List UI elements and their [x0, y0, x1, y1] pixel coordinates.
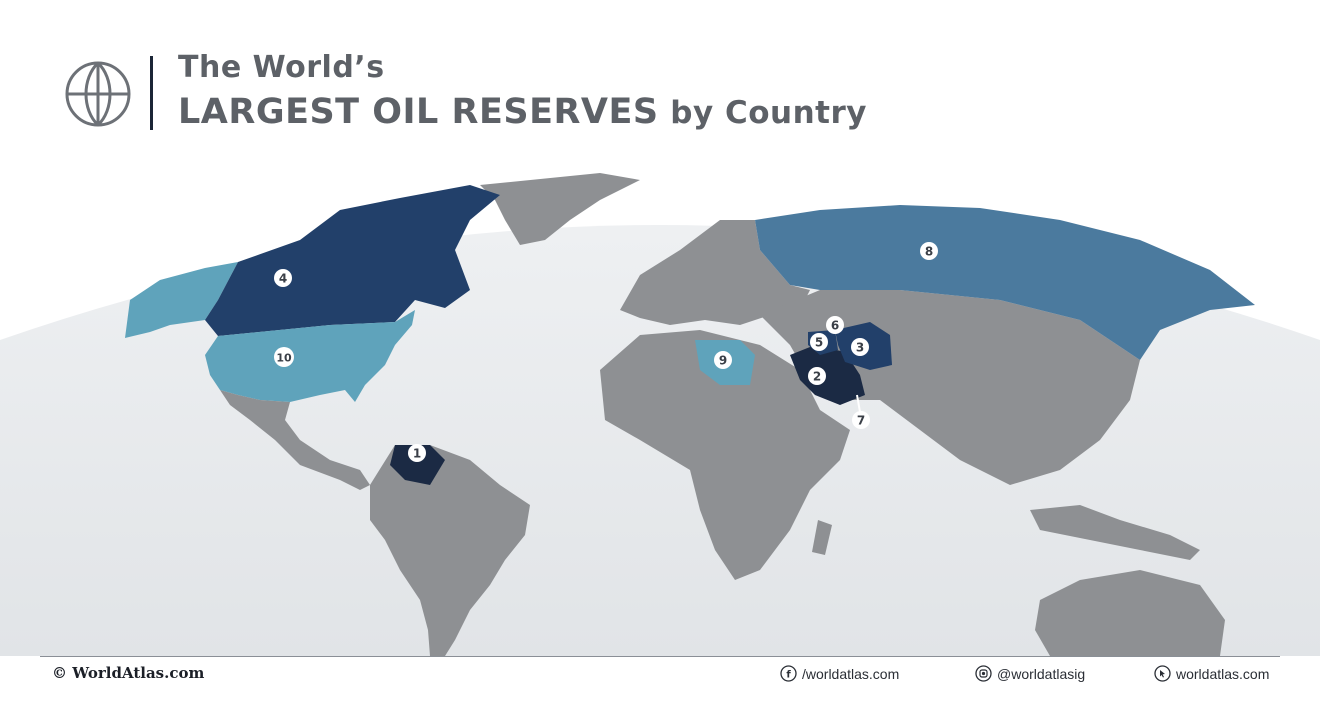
marker-1-label: 1 — [413, 447, 421, 461]
australia — [1035, 570, 1225, 656]
venezuela — [390, 445, 445, 485]
title-suffix: by Country — [670, 95, 867, 131]
marker-6[interactable]: 6 — [826, 316, 844, 334]
mexico — [220, 390, 370, 490]
facebook-link[interactable]: f /worldatlas.com — [780, 665, 899, 682]
marker-5-label: 5 — [815, 336, 823, 350]
title-line-1: The World’s — [178, 50, 385, 85]
africa — [600, 330, 850, 580]
marker-8-label: 8 — [925, 245, 933, 259]
marker-10[interactable]: 10 — [274, 347, 294, 367]
marker-3-label: 3 — [856, 341, 864, 355]
marker-4[interactable]: 4 — [274, 269, 292, 287]
south-america — [370, 445, 530, 656]
svg-text:f: f — [786, 670, 791, 681]
footer-divider — [40, 656, 1280, 657]
marker-1[interactable]: 1 — [408, 444, 426, 462]
instagram-icon — [975, 665, 992, 682]
website-label: worldatlas.com — [1176, 665, 1270, 682]
marker-9[interactable]: 9 — [714, 351, 732, 369]
title-line-2: LARGEST OIL RESERVES by Country — [178, 92, 867, 132]
marker-3[interactable]: 3 — [851, 338, 869, 356]
instagram-label: @worldatlasig — [997, 665, 1086, 682]
united-states — [205, 310, 415, 402]
cursor-icon — [1154, 665, 1171, 682]
world-map: 1 2 3 4 5 6 7 8 9 10 — [0, 173, 1320, 656]
alaska — [125, 262, 238, 338]
website-link[interactable]: worldatlas.com — [1154, 665, 1269, 682]
marker-7[interactable]: 7 — [852, 394, 870, 429]
marker-7-label: 7 — [857, 414, 865, 428]
europe — [620, 220, 810, 325]
footer: © WorldAtlas.com f /worldatlas.com @worl… — [0, 657, 1320, 711]
marker-6-label: 6 — [831, 319, 839, 333]
instagram-link[interactable]: @worldatlasig — [975, 665, 1085, 682]
madagascar — [812, 520, 832, 555]
marker-2-label: 2 — [813, 370, 821, 384]
southeast-asia-islands — [1030, 505, 1200, 560]
marker-8[interactable]: 8 — [920, 242, 938, 260]
facebook-label: /worldatlas.com — [802, 665, 900, 682]
title-divider — [150, 56, 153, 130]
globe-icon — [65, 61, 131, 127]
greenland — [480, 173, 640, 245]
header: The World’s LARGEST OIL RESERVES by Coun… — [0, 0, 1320, 160]
marker-2[interactable]: 2 — [808, 367, 826, 385]
brand-credit: © WorldAtlas.com — [52, 664, 205, 682]
marker-5[interactable]: 5 — [810, 333, 828, 351]
facebook-icon: f — [780, 665, 797, 682]
marker-4-label: 4 — [279, 272, 287, 286]
marker-10-label: 10 — [276, 352, 292, 365]
canada — [205, 185, 500, 336]
marker-9-label: 9 — [719, 354, 727, 368]
russia — [755, 205, 1255, 360]
title-emphasis: LARGEST OIL RESERVES — [178, 92, 659, 132]
